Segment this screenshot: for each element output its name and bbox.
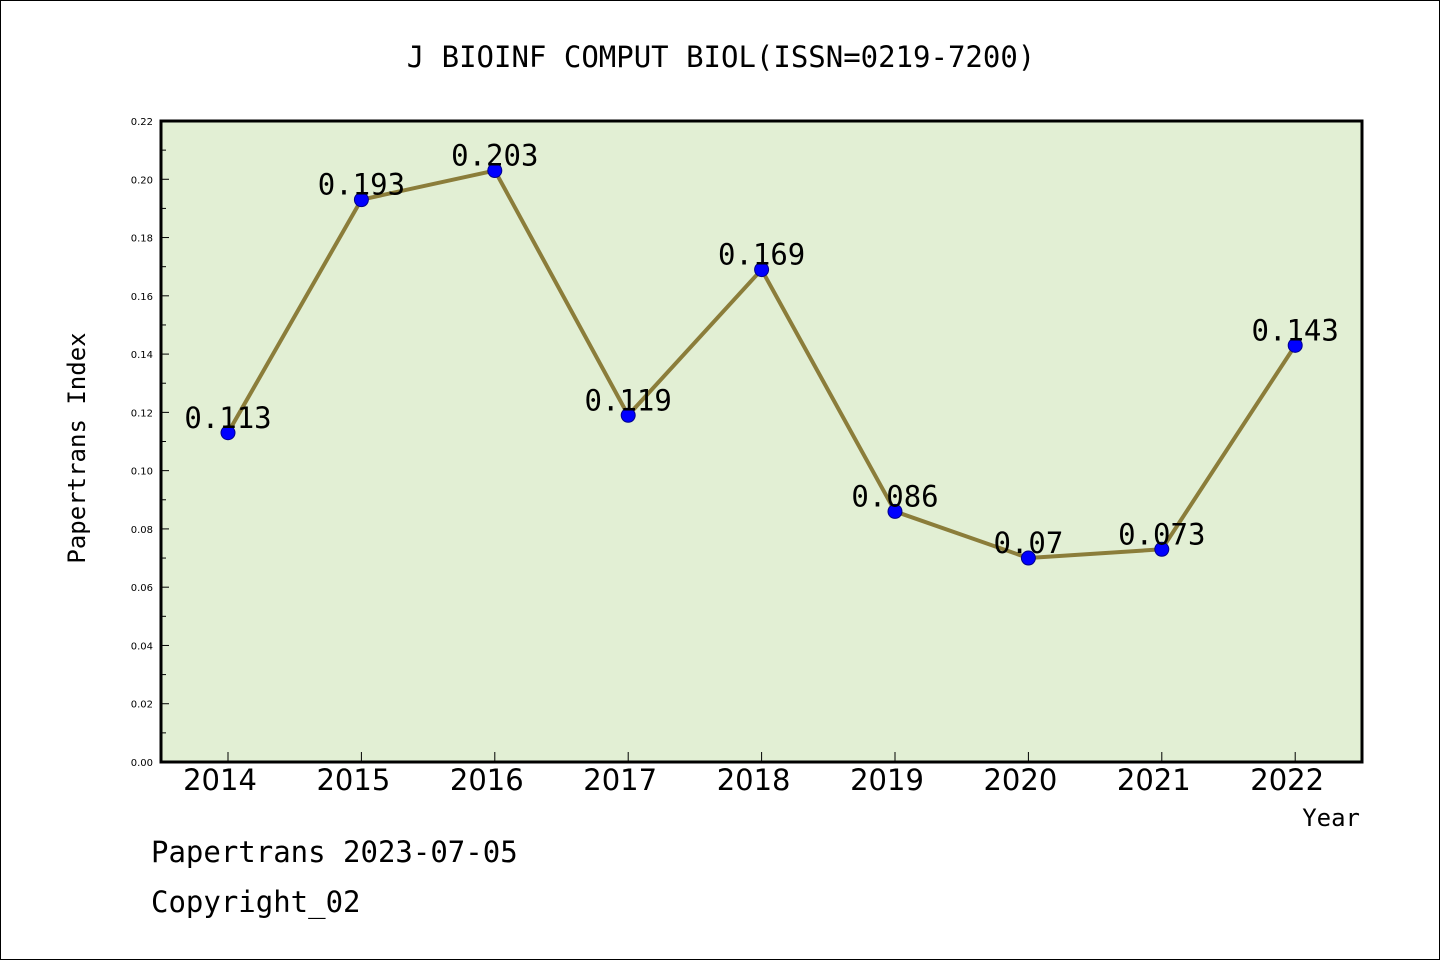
data-point (1154, 541, 1170, 557)
plot-area (159, 119, 1364, 764)
y-axis: 0.00 0.02 0.04 0.06 0.08 0.10 0.12 0.14 0.16 0.18… (131, 117, 169, 769)
data-labels: 0.113 0.193 0.203 0.119 0.169 0.086 0.07 0.073 0… (184, 139, 1339, 561)
y-tick-label: 0.20 (131, 175, 153, 186)
y-tick-label: 0.22 (131, 117, 153, 128)
y-axis-label: Papertrans Index (63, 332, 91, 563)
x-tick-label: 2016 (450, 763, 524, 797)
x-axis: 2014 2015 2016 2017 2018 2019 2020 2021 2022 (183, 752, 1324, 797)
data-label: 0.203 (451, 139, 538, 173)
data-label: 0.193 (318, 168, 405, 202)
data-label: 0.143 (1252, 313, 1339, 347)
data-point (220, 425, 236, 441)
data-point (620, 407, 636, 423)
data-point (1020, 550, 1036, 566)
x-tick-label: 2019 (850, 763, 924, 797)
y-tick-label: 0.14 (131, 350, 153, 361)
data-point (754, 262, 770, 278)
data-point (887, 503, 903, 519)
data-point (1287, 337, 1303, 353)
chart-title: J BIOINF COMPUT BIOL(ISSN=0219-7200) (407, 40, 1036, 74)
y-tick-label: 0.18 (131, 234, 153, 245)
y-tick-label: 0.02 (131, 700, 153, 711)
data-label: 0.169 (718, 238, 805, 272)
x-tick-label: 2021 (1117, 763, 1191, 797)
x-tick-label: 2020 (983, 763, 1057, 797)
x-tick-label: 2022 (1250, 763, 1324, 797)
x-tick-label: 2015 (316, 763, 390, 797)
y-tick-label: 0.16 (131, 292, 153, 303)
data-label: 0.07 (993, 526, 1063, 560)
y-tick-label: 0.00 (131, 758, 153, 769)
data-point (353, 192, 369, 208)
x-axis-label: Year (1302, 804, 1360, 832)
x-tick-label: 2014 (183, 763, 257, 797)
footer-date: Papertrans 2023-07-05 (151, 835, 518, 869)
y-tick-label: 0.12 (131, 408, 153, 419)
data-point (487, 163, 503, 179)
x-tick-label: 2017 (583, 763, 657, 797)
y-tick-label: 0.08 (131, 525, 153, 536)
data-label: 0.086 (851, 479, 938, 513)
footer-copyright: Copyright_02 (151, 885, 361, 919)
y-tick-label: 0.10 (131, 467, 153, 478)
y-tick-label: 0.06 (131, 583, 153, 594)
data-label: 0.113 (184, 401, 271, 435)
data-label: 0.073 (1118, 517, 1205, 551)
data-markers (220, 163, 1303, 566)
data-label: 0.119 (585, 383, 672, 417)
x-tick-label: 2018 (717, 763, 791, 797)
y-tick-label: 0.04 (131, 641, 153, 652)
